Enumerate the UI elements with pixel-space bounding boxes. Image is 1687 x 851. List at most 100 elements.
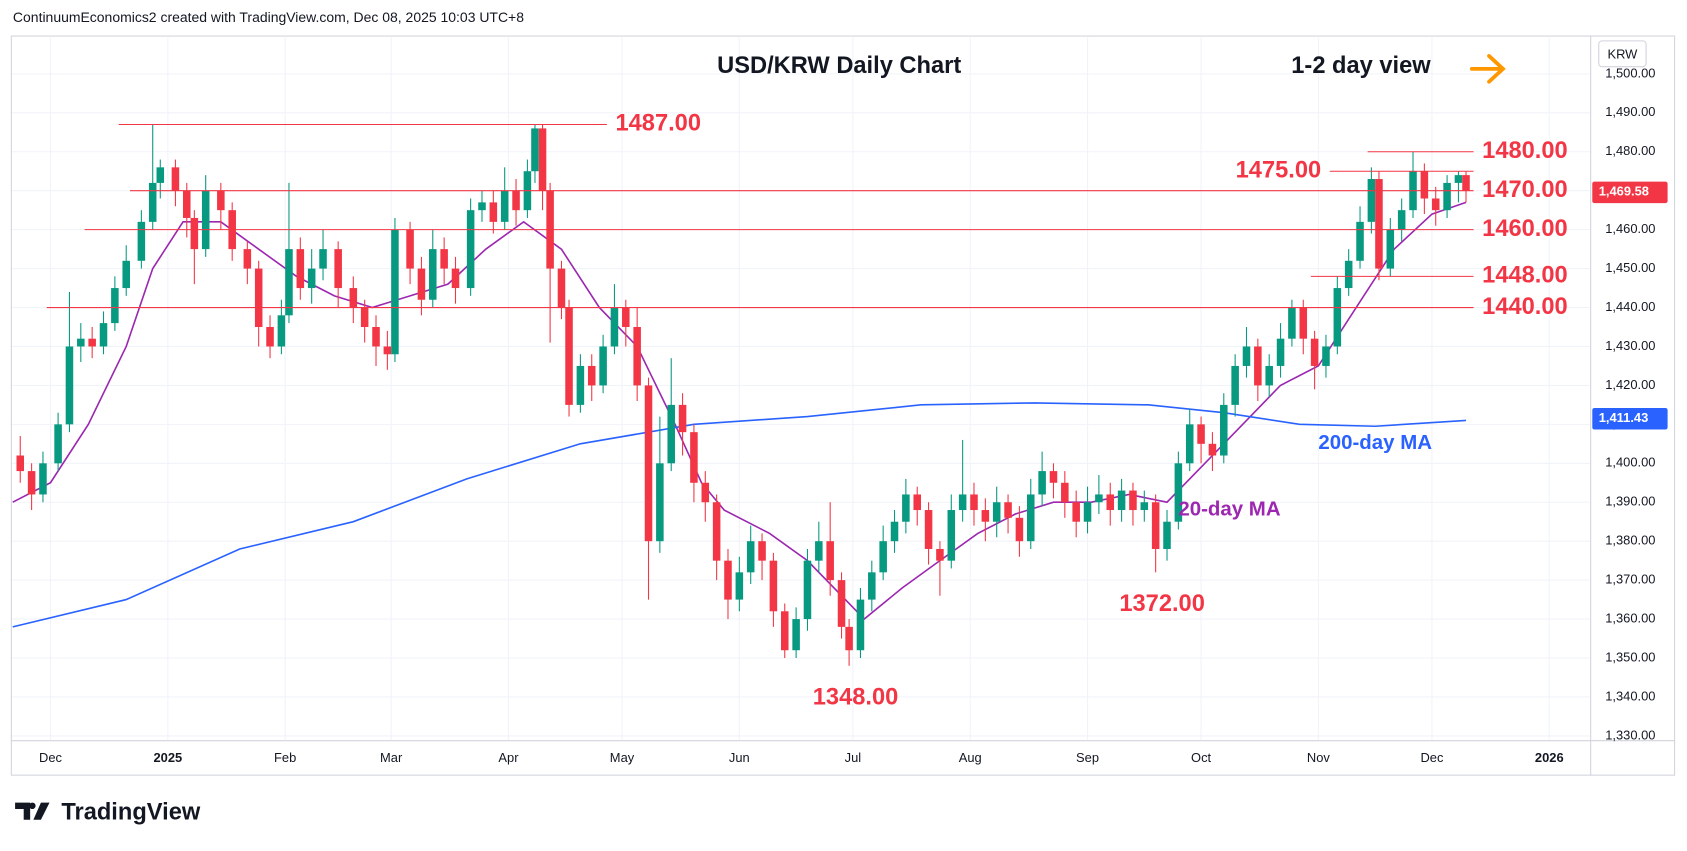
candle-body — [769, 560, 778, 612]
candle-body — [122, 260, 130, 289]
candle-body — [622, 307, 630, 328]
y-tick-label: 1,380.00 — [1605, 533, 1655, 548]
price-label-box — [1592, 408, 1668, 430]
candle-body — [1276, 338, 1285, 366]
candle-body — [319, 249, 327, 269]
candle-body — [538, 128, 547, 191]
candle-body — [1254, 346, 1262, 386]
candle-body — [845, 626, 853, 651]
unit-box — [1598, 40, 1647, 68]
candle-body — [217, 190, 225, 211]
candle-body — [678, 404, 687, 433]
candle-body — [1095, 494, 1103, 503]
x-tick-label: Dec — [39, 750, 62, 765]
candle-body — [137, 221, 146, 261]
arrow-icon — [1469, 54, 1506, 84]
level-label: 1480.00 — [1482, 138, 1568, 164]
price-label: 1,411.43 — [1599, 410, 1649, 425]
candle-body — [992, 502, 1001, 522]
candle-body — [1288, 307, 1296, 339]
level-label: 1470.00 — [1482, 177, 1568, 203]
candle-body — [111, 288, 119, 324]
candle-body — [576, 365, 585, 405]
x-tick-label: Dec — [1420, 750, 1443, 765]
x-tick-label: Nov — [1307, 750, 1330, 765]
candle-body — [1185, 424, 1194, 464]
candle-body — [1163, 521, 1171, 549]
candle-body — [391, 229, 399, 355]
frame — [10, 35, 1676, 776]
candle-body — [440, 249, 448, 269]
candle-body — [243, 249, 252, 269]
x-tick-label: Apr — [498, 750, 519, 765]
candle-body — [1197, 424, 1205, 444]
x-tick-label: Feb — [274, 750, 296, 765]
candle-body — [610, 307, 619, 347]
y-tick-label: 1,430.00 — [1605, 338, 1655, 353]
x-tick-label: 2026 — [1535, 750, 1564, 765]
candle-body — [349, 288, 358, 308]
candle-body — [88, 338, 96, 347]
candle-body — [1117, 490, 1126, 511]
candle-body — [372, 327, 380, 347]
candle-body — [99, 323, 108, 347]
candle-body — [54, 424, 62, 464]
y-tick-label: 1,360.00 — [1605, 610, 1655, 625]
candle-body — [478, 202, 486, 211]
candle-body — [266, 327, 274, 347]
candle-body — [712, 502, 721, 561]
candle-body — [1454, 175, 1463, 183]
candle-body — [826, 541, 834, 581]
candle-body — [201, 190, 210, 250]
candle-body — [970, 494, 978, 511]
level-label: 1440.00 — [1482, 294, 1568, 320]
candle-body — [65, 346, 74, 425]
candle-body — [1049, 471, 1058, 483]
y-tick-label: 1,450.00 — [1605, 260, 1655, 275]
candle-body — [1004, 502, 1012, 518]
y-tick-label: 1,370.00 — [1605, 572, 1655, 587]
candle-body — [1231, 365, 1239, 405]
candle-body — [1151, 502, 1160, 549]
candle-body — [466, 210, 475, 289]
series-label: 20-day MA — [1178, 497, 1280, 520]
y-tick-label: 1,420.00 — [1605, 377, 1655, 392]
candle-body — [1129, 490, 1137, 511]
candle-body — [879, 541, 887, 573]
candle-body — [1367, 179, 1376, 222]
candle-body — [1397, 210, 1406, 230]
candle-body — [815, 541, 823, 561]
x-tick-label: Sep — [1076, 750, 1099, 765]
low-label: 1372.00 — [1119, 591, 1205, 617]
candle-body — [724, 560, 732, 600]
candle-body — [383, 346, 392, 355]
candle-body — [417, 268, 426, 300]
candle-body — [489, 202, 498, 222]
candle-body — [307, 268, 316, 289]
candle-body — [156, 167, 165, 183]
candle-body — [16, 455, 25, 472]
candle-body — [690, 432, 698, 483]
candle-body — [406, 229, 414, 269]
candle-body — [644, 385, 653, 542]
candle-body — [837, 580, 846, 627]
moving-average — [12, 201, 1467, 621]
candle-body — [633, 327, 641, 386]
y-tick-label: 1,460.00 — [1605, 221, 1655, 236]
x-tick-label: Aug — [959, 750, 982, 765]
candle-body — [1174, 463, 1183, 522]
low-label: 1348.00 — [813, 684, 899, 710]
candle-body — [1310, 338, 1319, 366]
candle-body — [183, 190, 191, 218]
candle-body — [1375, 179, 1383, 269]
candle-body — [1420, 171, 1429, 199]
moving-average — [12, 402, 1467, 628]
candle-body — [667, 404, 675, 464]
y-tick-label: 1,480.00 — [1605, 143, 1655, 158]
candle-body — [1083, 502, 1092, 522]
y-tick-label: 1,500.00 — [1605, 65, 1655, 80]
candle-body — [531, 128, 539, 172]
header: ContinuumEconomics2 created with Trading… — [13, 9, 524, 25]
candle-body — [936, 548, 944, 561]
